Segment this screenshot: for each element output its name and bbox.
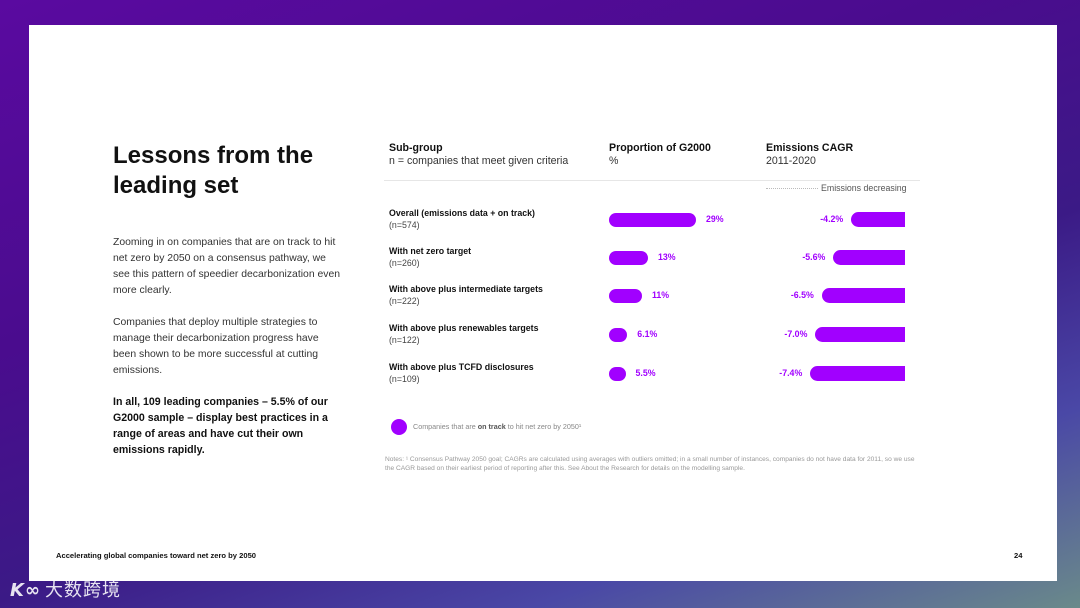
- header-divider: [384, 180, 920, 181]
- watermark-logo-icon: K∞: [10, 580, 41, 601]
- proportion-value-label: 11%: [652, 290, 670, 300]
- row-count: (n=260): [389, 258, 420, 268]
- slide-title: Lessons from the leading set: [113, 142, 314, 199]
- row-label: Overall (emissions data + on track) (n=57…: [389, 207, 589, 231]
- footer-text: Accelerating global companies toward net…: [56, 551, 257, 560]
- proportion-header: Proportion of G2000 %: [609, 142, 711, 167]
- row-title: With net zero target: [389, 246, 472, 256]
- emissions-direction-line: [766, 188, 818, 189]
- emissions-value-label: -7.0%: [784, 329, 808, 339]
- subgroup-header: Sub-group n = companies that meet given …: [389, 142, 568, 167]
- watermark: K∞ 大数跨境: [10, 576, 121, 602]
- subgroup-title: Sub-group: [389, 142, 443, 154]
- proportion-bar: [609, 289, 642, 303]
- emissions-value-label: -6.5%: [790, 290, 814, 300]
- legend-label: Companies that are on track to hit net z…: [413, 422, 581, 431]
- emissions-bar: [810, 366, 905, 381]
- legend-swatch: [391, 419, 407, 435]
- legend-prefix: Companies that are: [413, 422, 478, 431]
- row-count: (n=222): [389, 296, 420, 306]
- emissions-bar: [851, 212, 905, 227]
- emissions-title: Emissions CAGR: [766, 142, 854, 154]
- row-label: With above plus intermediate targets (n=2…: [389, 283, 589, 307]
- proportion-bar: [609, 213, 696, 227]
- summary-paragraph: In all, 109 leading companies – 5.5% of …: [113, 396, 328, 456]
- emissions-direction-label: Emissions decreasing: [821, 183, 907, 193]
- legend-bold: on track: [477, 422, 506, 431]
- proportion-value-label: 6.1%: [637, 329, 658, 339]
- row-count: (n=122): [389, 335, 420, 345]
- emissions-header: Emissions CAGR 2011-2020: [766, 142, 853, 167]
- proportion-value-label: 5.5%: [635, 368, 656, 378]
- emissions-value-label: -4.2%: [820, 214, 844, 224]
- emissions-subtitle: 2011-2020: [766, 154, 816, 167]
- row-count: (n=109): [389, 374, 420, 384]
- row-count: (n=574): [389, 220, 420, 230]
- slide: Lessons from the leading set Zooming in …: [29, 25, 1057, 581]
- row-label: With above plus renewables targets (n=122…: [389, 322, 589, 346]
- row-title: With above plus renewables targets: [389, 323, 539, 333]
- row-title: With above plus intermediate targets: [389, 284, 543, 294]
- legend-suffix: to hit net zero by 2050¹: [505, 422, 582, 431]
- emissions-bar: [833, 250, 905, 265]
- emissions-value-label: -7.4%: [779, 368, 803, 378]
- row-label: With net zero target (n=260): [389, 245, 589, 269]
- proportion-bar: [609, 251, 648, 265]
- emissions-bar: [815, 327, 905, 342]
- proportion-value-label: 13%: [658, 252, 676, 262]
- strategies-paragraph: Companies that deploy multiple strategie…: [113, 317, 319, 376]
- emissions-bar: [821, 288, 905, 303]
- intro-paragraph: Zooming in on companies that are on trac…: [113, 237, 341, 296]
- proportion-bar: [609, 328, 628, 342]
- proportion-bar: [609, 367, 626, 381]
- proportion-title: Proportion of G2000: [609, 142, 711, 154]
- proportion-subtitle: %: [609, 154, 619, 167]
- row-label: With above plus TCFD disclosures (n=109): [389, 361, 589, 385]
- page-number: 24: [1014, 551, 1023, 560]
- notes: Notes: ¹ Consensus Pathway 2050 goal; CA…: [385, 456, 915, 472]
- proportion-value-label: 29%: [706, 214, 724, 224]
- row-title: With above plus TCFD disclosures: [389, 362, 534, 372]
- row-title: Overall (emissions data + on track): [389, 208, 535, 218]
- watermark-text: 大数跨境: [44, 580, 121, 601]
- emissions-value-label: -5.6%: [802, 252, 826, 262]
- subgroup-subtitle: n = companies that meet given criteria: [389, 154, 569, 167]
